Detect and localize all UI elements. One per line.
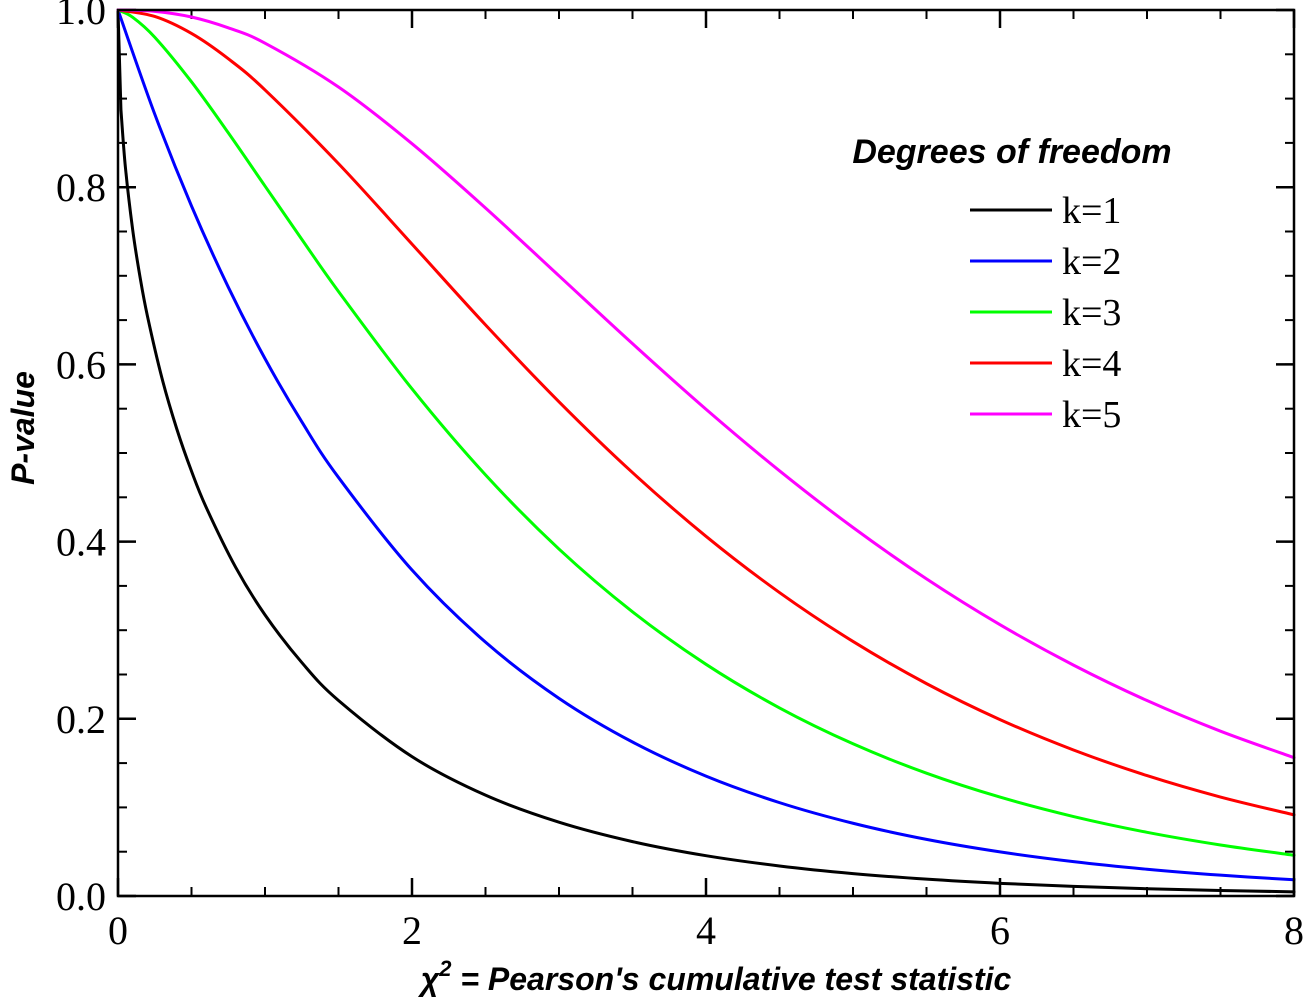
y-tick-label: 0.6 bbox=[56, 342, 106, 387]
series-line-k1 bbox=[116, 8, 1296, 894]
x-axis-title-chi: χ bbox=[418, 961, 441, 997]
y-tick-label: 1.0 bbox=[56, 0, 106, 33]
legend-label-k5: k=5 bbox=[1062, 394, 1121, 436]
y-tick-label: 0.2 bbox=[56, 697, 106, 742]
legend-label-k1: k=1 bbox=[1062, 190, 1121, 232]
x-tick-labels: 0 2 4 6 8 bbox=[108, 908, 1304, 953]
x-tick-label: 6 bbox=[990, 908, 1010, 953]
legend: Degrees of freedom k=1 k=2 k=3 k=4 k=5 bbox=[852, 133, 1171, 436]
series-line-k4 bbox=[116, 8, 1296, 817]
x-axis-title-superscript: 2 bbox=[438, 956, 452, 981]
legend-entries: k=1 k=2 k=3 k=4 k=5 bbox=[970, 190, 1121, 436]
y-tick-label: 0.4 bbox=[56, 520, 106, 565]
series-lines bbox=[116, 8, 1296, 894]
series-line-k2 bbox=[116, 8, 1296, 882]
legend-label-k3: k=3 bbox=[1062, 292, 1121, 334]
x-tick-label: 8 bbox=[1284, 908, 1304, 953]
x-tick-label: 2 bbox=[402, 908, 422, 953]
y-tick-label: 0.8 bbox=[56, 165, 106, 210]
series-line-k5 bbox=[116, 8, 1296, 760]
x-tick-label: 0 bbox=[108, 908, 128, 953]
x-tick-label: 4 bbox=[696, 908, 716, 953]
y-axis-title: P-value bbox=[5, 371, 41, 485]
legend-label-k2: k=2 bbox=[1062, 241, 1121, 283]
plot-frame bbox=[116, 8, 1296, 898]
y-tick-labels: 0.0 0.2 0.4 0.6 0.8 1.0 bbox=[56, 0, 106, 919]
legend-label-k4: k=4 bbox=[1062, 343, 1121, 385]
x-axis-title: χ2 = Pearson's cumulative test statistic bbox=[418, 956, 1012, 997]
x-axis-title-rest: = Pearson's cumulative test statistic bbox=[451, 961, 1011, 997]
series-line-k3 bbox=[116, 8, 1296, 857]
legend-title: Degrees of freedom bbox=[852, 133, 1171, 171]
y-tick-label: 0.0 bbox=[56, 874, 106, 919]
